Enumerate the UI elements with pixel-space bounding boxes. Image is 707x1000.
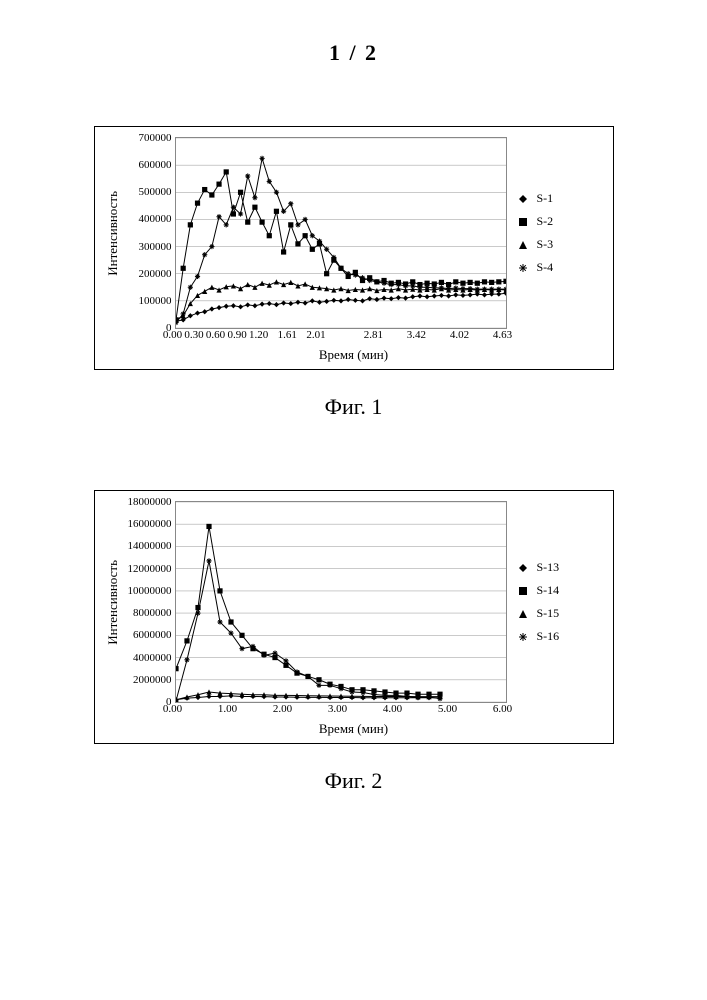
ytick: 600000 [139, 159, 172, 171]
ytick: 700000 [139, 132, 172, 144]
chart-1-xticks: 0.000.300.600.901.201.612.012.813.424.02… [173, 329, 503, 343]
ytick: 200000 [139, 268, 172, 280]
legend-label: S-16 [537, 629, 560, 644]
triangle-icon [513, 238, 533, 252]
xtick: 0.30 [184, 329, 203, 341]
figure-2: Интенсивность 02000000400000060000008000… [94, 490, 614, 794]
figure-1: Интенсивность 01000002000003000004000005… [94, 126, 614, 420]
chart-2-outer: Интенсивность 02000000400000060000008000… [94, 490, 614, 744]
legend-label: S-3 [537, 237, 554, 252]
chart-1-outer: Интенсивность 01000002000003000004000005… [94, 126, 614, 370]
chart-1-legend: S-1 S-2 S-3 S-4 [507, 183, 554, 283]
xtick: 4.02 [450, 329, 469, 341]
figure-1-caption: Фиг. 1 [94, 394, 614, 420]
xtick: 3.42 [407, 329, 426, 341]
ytick: 400000 [139, 213, 172, 225]
ytick: 16000000 [128, 518, 172, 530]
xtick: 6.00 [493, 703, 512, 715]
legend-item: S-13 [513, 560, 560, 575]
chart-2-plot [175, 501, 507, 703]
xtick: 5.00 [438, 703, 457, 715]
legend-label: S-1 [537, 191, 554, 206]
ytick: 8000000 [133, 607, 172, 619]
legend-item: S-16 [513, 629, 560, 644]
legend-item: S-15 [513, 606, 560, 621]
chart-2-legend: S-13 S-14 S-15 S-16 [507, 552, 560, 652]
chart-1-xlabel: Время (мин) [101, 347, 607, 363]
page: 1 / 2 Интенсивность 01000002000003000004… [0, 0, 707, 794]
ytick: 100000 [139, 295, 172, 307]
ytick: 18000000 [128, 496, 172, 508]
legend-item: S-3 [513, 237, 554, 252]
ytick: 6000000 [133, 629, 172, 641]
chart-2-yticks: 0200000040000006000000800000010000000120… [121, 502, 175, 702]
xtick: 2.00 [273, 703, 292, 715]
xtick: 2.81 [364, 329, 383, 341]
xtick: 3.00 [328, 703, 347, 715]
figure-2-caption: Фиг. 2 [94, 768, 614, 794]
ytick: 4000000 [133, 652, 172, 664]
xtick: 1.20 [249, 329, 268, 341]
chart-1-yticks: 0100000200000300000400000500000600000700… [121, 138, 175, 328]
diamond-icon [513, 192, 533, 206]
ytick: 300000 [139, 241, 172, 253]
xtick: 1.61 [278, 329, 297, 341]
chart-2-xlabel: Время (мин) [101, 721, 607, 737]
chart-1-ylabel: Интенсивность [101, 191, 121, 276]
xtick: 4.00 [383, 703, 402, 715]
xtick: 0.00 [163, 703, 182, 715]
diamond-icon [513, 561, 533, 575]
legend-item: S-4 [513, 260, 554, 275]
xtick: 0.90 [227, 329, 246, 341]
page-number: 1 / 2 [0, 40, 707, 66]
xtick: 0.00 [163, 329, 182, 341]
legend-item: S-1 [513, 191, 554, 206]
ytick: 12000000 [128, 563, 172, 575]
xtick: 2.01 [306, 329, 325, 341]
ytick: 2000000 [133, 674, 172, 686]
chart-1-plot [175, 137, 507, 329]
chart-2-ylabel: Интенсивность [101, 560, 121, 645]
asterisk-icon [513, 630, 533, 644]
xtick: 1.00 [218, 703, 237, 715]
ytick: 14000000 [128, 540, 172, 552]
xtick: 0.60 [206, 329, 225, 341]
legend-label: S-13 [537, 560, 560, 575]
ytick: 10000000 [128, 585, 172, 597]
legend-label: S-2 [537, 214, 554, 229]
legend-label: S-4 [537, 260, 554, 275]
legend-item: S-14 [513, 583, 560, 598]
square-icon [513, 215, 533, 229]
xtick: 4.63 [493, 329, 512, 341]
legend-label: S-15 [537, 606, 560, 621]
chart-2-xticks: 0.001.002.003.004.005.006.00 [173, 703, 503, 717]
asterisk-icon [513, 261, 533, 275]
square-icon [513, 584, 533, 598]
triangle-icon [513, 607, 533, 621]
ytick: 500000 [139, 186, 172, 198]
legend-item: S-2 [513, 214, 554, 229]
legend-label: S-14 [537, 583, 560, 598]
